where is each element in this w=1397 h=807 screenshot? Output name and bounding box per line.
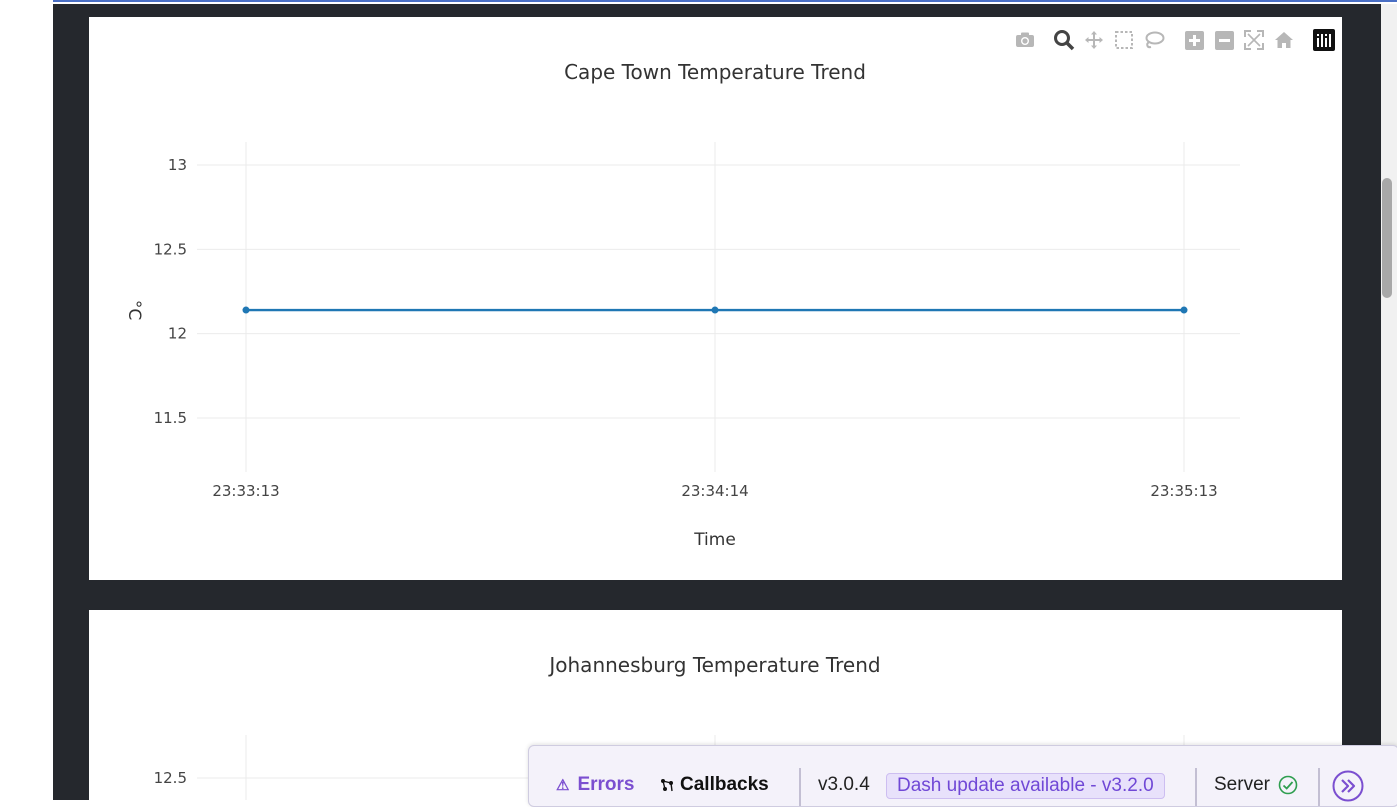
expand-devtools-button[interactable] bbox=[1332, 770, 1364, 802]
check-circle-icon bbox=[1278, 775, 1298, 795]
data-point[interactable] bbox=[1180, 306, 1188, 314]
zoom-out-icon[interactable] bbox=[1211, 27, 1237, 53]
data-point[interactable] bbox=[242, 306, 250, 314]
server-label: Server bbox=[1214, 774, 1270, 795]
version-text: v3.0.4 bbox=[818, 774, 870, 795]
zoom-in-icon[interactable] bbox=[1181, 27, 1207, 53]
callbacks-label: Callbacks bbox=[680, 774, 769, 795]
update-available-badge[interactable]: Dash update available - v3.2.0 bbox=[886, 773, 1165, 799]
y-tick-label: 12 bbox=[168, 325, 187, 343]
zoom-icon[interactable] bbox=[1051, 27, 1077, 53]
x-tick-label: 23:34:14 bbox=[681, 482, 748, 500]
data-points bbox=[242, 306, 1188, 314]
reset-axes-icon[interactable] bbox=[1271, 27, 1297, 53]
divider bbox=[1195, 768, 1197, 806]
warning-icon: ⚠ bbox=[556, 777, 570, 794]
x-tick-label: 23:35:13 bbox=[1150, 482, 1217, 500]
chart-title: Cape Town Temperature Trend bbox=[564, 60, 866, 84]
autoscale-icon[interactable] bbox=[1241, 27, 1267, 53]
divider bbox=[799, 768, 801, 806]
pan-icon[interactable] bbox=[1081, 27, 1107, 53]
scrollbar-thumb[interactable] bbox=[1382, 178, 1392, 298]
y-tick-label: 12.5 bbox=[154, 240, 187, 258]
dash-devtools-bar: ⚠ Errors Callbacks v3.0.4 Dash update av… bbox=[528, 745, 1397, 807]
camera-icon[interactable] bbox=[1012, 27, 1038, 53]
johannesburg-chart[interactable]: Johannesburg Temperature Trend 12.5 bbox=[89, 610, 1342, 800]
y-axis-label: °C bbox=[124, 300, 144, 320]
errors-button[interactable]: ⚠ Errors bbox=[556, 773, 634, 797]
double-chevron-right-icon bbox=[1332, 770, 1364, 802]
y-ticks: 13 12.5 12 11.5 bbox=[154, 156, 187, 427]
grid-lines bbox=[197, 142, 1240, 472]
y-tick-label: 13 bbox=[168, 156, 187, 174]
callbacks-button[interactable]: Callbacks bbox=[660, 773, 769, 797]
box-select-icon[interactable] bbox=[1111, 27, 1137, 53]
callback-graph-icon bbox=[660, 778, 674, 792]
divider bbox=[1318, 768, 1320, 806]
cape-town-chart-card: Cape Town Temperature Trend 13 12.5 12 11.5… bbox=[89, 17, 1342, 580]
x-ticks: 23:33:13 23:34:14 23:35:13 bbox=[212, 482, 1217, 500]
chart-title: Johannesburg Temperature Trend bbox=[547, 653, 880, 677]
scrollbar-track[interactable] bbox=[1381, 4, 1397, 800]
lasso-select-icon[interactable] bbox=[1141, 27, 1167, 53]
browser-top-line bbox=[53, 0, 1397, 2]
x-tick-label: 23:33:13 bbox=[212, 482, 279, 500]
errors-label: Errors bbox=[577, 774, 635, 795]
y-tick-label: 12.5 bbox=[154, 769, 187, 787]
x-axis-label: Time bbox=[693, 530, 736, 550]
data-point[interactable] bbox=[711, 306, 719, 314]
plotly-logo-icon[interactable] bbox=[1311, 27, 1337, 53]
server-status: Server bbox=[1214, 773, 1298, 797]
y-tick-label: 11.5 bbox=[154, 409, 187, 427]
cape-town-chart[interactable]: Cape Town Temperature Trend 13 12.5 12 11.5… bbox=[89, 17, 1342, 580]
